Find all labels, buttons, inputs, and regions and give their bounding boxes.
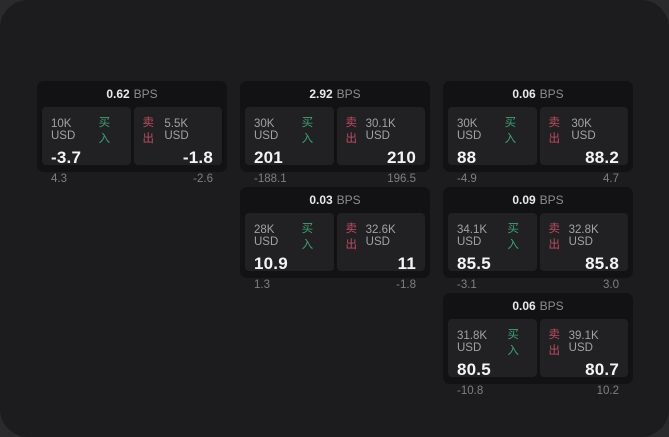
buy-value: 201 (254, 148, 283, 167)
buy-sub-value: 4.3 (51, 173, 67, 185)
sell-size: 30.1K USD (365, 118, 396, 142)
buy-sub-value: -4.9 (457, 173, 477, 185)
buy-value: 85.5 (457, 254, 491, 273)
bps-unit-label: BPS (539, 193, 564, 207)
sell-side-label: 卖出 (345, 117, 358, 145)
sell-side-label: 卖出 (548, 223, 561, 251)
sell-sub-value: 4.7 (603, 173, 619, 185)
buy-value: 10.9 (254, 254, 288, 273)
buy-panel[interactable]: 10K USD 买入 -3.7 4.3 (42, 107, 131, 185)
sell-sub-value: 10.2 (596, 385, 619, 397)
buy-size: 30K USD (457, 118, 482, 142)
sell-panel[interactable]: 卖出 39.1K USD 80.7 10.2 (539, 319, 628, 397)
sell-panel[interactable]: 卖出 30K USD 88.2 4.7 (539, 107, 628, 185)
bps-value: 0.03 (309, 193, 333, 207)
card-header: 0.09 BPS (443, 187, 633, 213)
bps-value: 2.92 (309, 87, 333, 101)
sell-sub-value: 3.0 (603, 279, 619, 291)
sell-size: 32.6K USD (365, 224, 396, 248)
card-header: 2.92 BPS (240, 81, 430, 107)
bps-unit-label: BPS (539, 299, 564, 313)
buy-size: 30K USD (254, 118, 279, 142)
buy-value: 88 (457, 148, 477, 167)
sell-sub-value: -1.8 (396, 279, 416, 291)
sell-panel[interactable]: 卖出 5.5K USD -1.8 -2.6 (133, 107, 222, 185)
buy-size: 28K USD (254, 224, 279, 248)
sell-size: 5.5K USD (164, 118, 189, 142)
card-header: 0.06 BPS (443, 293, 633, 319)
quote-card: 0.09 BPS 34.1K USD 买入 85.5 -3.1 卖出 32.8K… (443, 187, 633, 291)
buy-size: 31.8K USD (457, 330, 488, 354)
buy-sub-value: -10.8 (457, 385, 484, 397)
buy-size: 10K USD (51, 118, 76, 142)
sell-panel[interactable]: 卖出 32.6K USD 11 -1.8 (336, 213, 425, 291)
sell-size: 32.8K USD (568, 224, 599, 248)
sell-value: 88.2 (585, 148, 619, 167)
buy-panel[interactable]: 30K USD 买入 88 -4.9 (448, 107, 537, 185)
buy-panel[interactable]: 30K USD 买入 201 -188.1 (245, 107, 334, 185)
buy-sub-value: 1.3 (254, 279, 270, 291)
sell-value: 80.7 (585, 360, 619, 379)
sell-value: 85.8 (585, 254, 619, 273)
bps-unit-label: BPS (133, 87, 158, 101)
buy-size: 34.1K USD (457, 224, 488, 248)
card-header: 0.62 BPS (37, 81, 227, 107)
sell-side-label: 卖出 (142, 117, 155, 145)
sell-side-label: 卖出 (345, 223, 358, 251)
buy-panel[interactable]: 34.1K USD 买入 85.5 -3.1 (448, 213, 537, 291)
card-header: 0.03 BPS (240, 187, 430, 213)
buy-side-label: 买入 (507, 329, 519, 357)
buy-panel[interactable]: 28K USD 买入 10.9 1.3 (245, 213, 334, 291)
sell-side-label: 卖出 (548, 329, 561, 357)
sell-size: 30K USD (571, 118, 596, 142)
sell-panel[interactable]: 卖出 32.8K USD 85.8 3.0 (539, 213, 628, 291)
buy-panel[interactable]: 31.8K USD 买入 80.5 -10.8 (448, 319, 537, 397)
bps-value: 0.06 (512, 87, 536, 101)
sell-sub-value: -2.6 (193, 173, 213, 185)
buy-value: -3.7 (51, 148, 82, 167)
buy-side-label: 买入 (301, 117, 314, 145)
buy-side-label: 买入 (98, 117, 111, 145)
sell-sub-value: 196.5 (387, 173, 416, 185)
sell-value: 11 (397, 254, 416, 273)
sell-panel[interactable]: 卖出 30.1K USD 210 196.5 (336, 107, 425, 185)
sell-size: 39.1K USD (568, 330, 599, 354)
quote-card: 0.03 BPS 28K USD 买入 10.9 1.3 卖出 32.6K US… (240, 187, 430, 291)
quote-card: 0.62 BPS 10K USD 买入 -3.7 4.3 卖出 5.5K USD… (37, 81, 227, 185)
bps-value: 0.09 (512, 193, 536, 207)
bps-unit-label: BPS (539, 87, 564, 101)
sell-value: 210 (387, 148, 416, 167)
quote-card: 2.92 BPS 30K USD 买入 201 -188.1 卖出 30.1K … (240, 81, 430, 185)
buy-side-label: 买入 (504, 117, 517, 145)
buy-sub-value: -188.1 (254, 173, 287, 185)
buy-side-label: 买入 (301, 223, 314, 251)
buy-value: 80.5 (457, 360, 491, 379)
buy-side-label: 买入 (507, 223, 519, 251)
bps-value: 0.62 (106, 87, 130, 101)
bps-unit-label: BPS (336, 193, 361, 207)
quote-card: 0.06 BPS 30K USD 买入 88 -4.9 卖出 30K USD 8… (443, 81, 633, 185)
bps-value: 0.06 (512, 299, 536, 313)
sell-side-label: 卖出 (548, 117, 561, 145)
quote-card: 0.06 BPS 31.8K USD 买入 80.5 -10.8 卖出 39.1… (443, 293, 633, 397)
sell-value: -1.8 (182, 148, 213, 167)
buy-sub-value: -3.1 (457, 279, 477, 291)
bps-unit-label: BPS (336, 87, 361, 101)
card-header: 0.06 BPS (443, 81, 633, 107)
